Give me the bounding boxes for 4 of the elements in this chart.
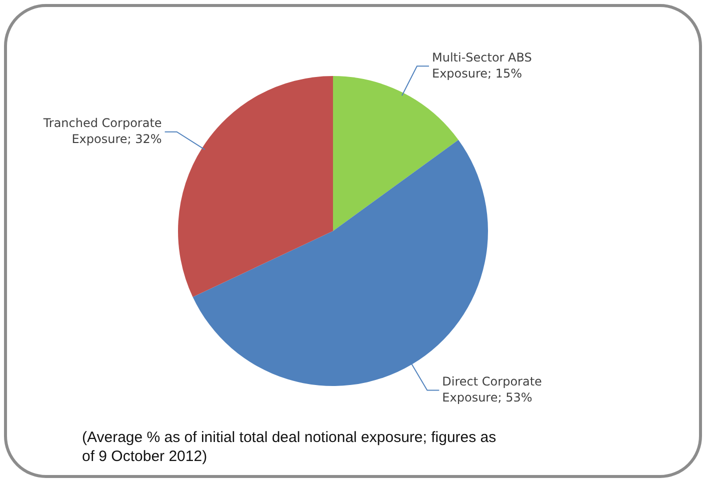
slice-label: Multi-Sector ABS Exposure; 15% [432,50,532,80]
text: (Average % as of initial total deal notional exposure; figures as of 9 October 2012) [82,428,498,466]
slice-label: Tranched Corporate Exposure; 32% [42,116,162,146]
slice-label: Direct Corporate Exposure; 53% [442,374,542,404]
